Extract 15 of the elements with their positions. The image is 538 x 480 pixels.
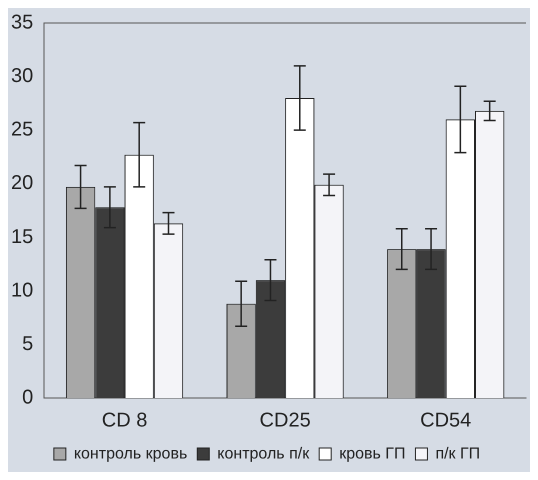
legend-label: кровь ГП	[339, 445, 406, 462]
y-tick-label: 5	[22, 332, 34, 355]
x-tick-label: CD25	[260, 410, 311, 432]
legend-label: п/к ГП	[435, 445, 480, 462]
y-tick-label: 20	[10, 172, 34, 194]
y-tick-label: 10	[10, 279, 34, 302]
y-tick-label: 30	[10, 65, 34, 88]
x-tick-label: CD 8	[102, 410, 148, 432]
x-tick-label: CD54	[420, 410, 472, 432]
legend-label: контроль кровь	[74, 445, 188, 462]
y-tick-label: 15	[10, 226, 34, 248]
legend-label: контроль п/к	[217, 445, 310, 462]
y-tick-label: 35	[10, 12, 34, 34]
y-tick-label: 25	[10, 118, 34, 141]
y-tick-label: 0	[22, 386, 34, 409]
